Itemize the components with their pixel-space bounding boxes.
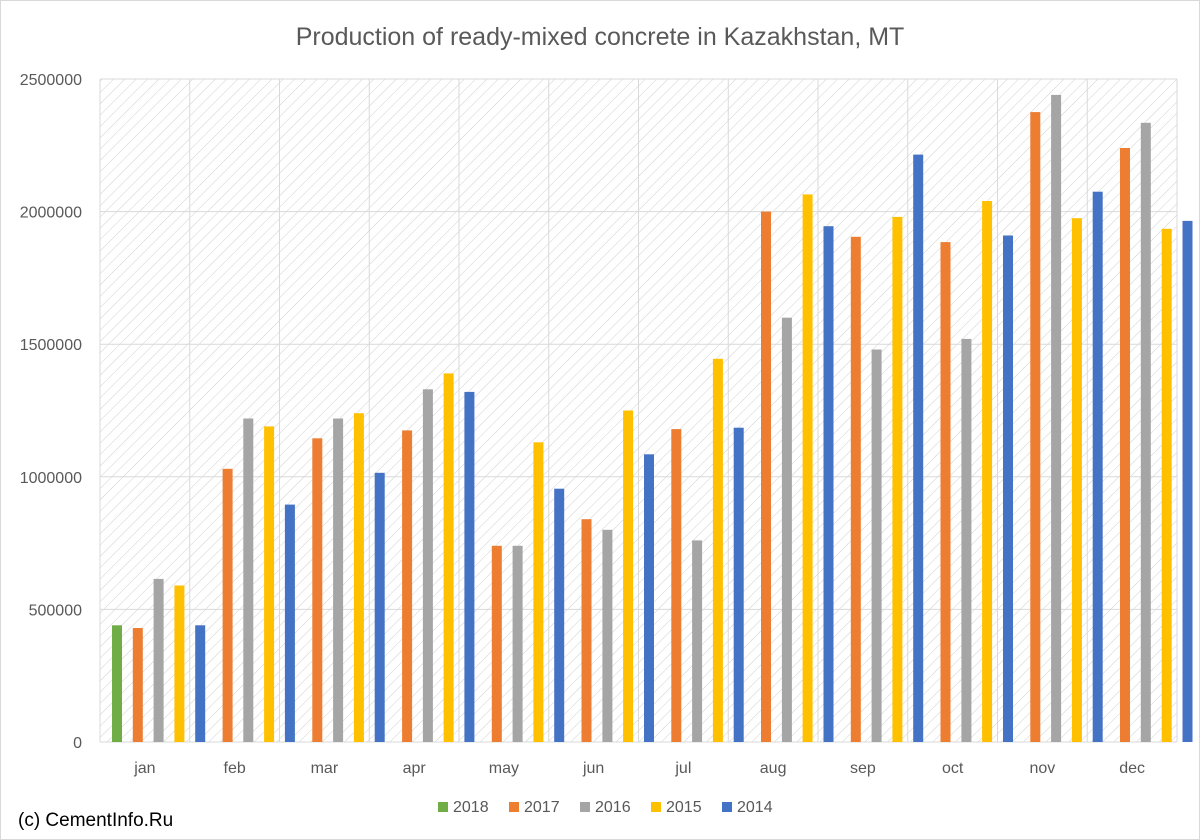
y-axis-ticks: 0 500000 1000000 1500000 2000000 2500000 xyxy=(20,72,82,752)
bar-2016-nov xyxy=(1051,94,1062,742)
bar-2016-apr xyxy=(422,389,433,742)
legend-label-2018: 2018 xyxy=(453,799,489,816)
y-tick-label: 500000 xyxy=(29,602,82,619)
legend-swatch-2017 xyxy=(509,802,519,812)
x-tick-label-dec: dec xyxy=(1119,760,1145,777)
bar-2016-may xyxy=(512,545,523,742)
y-tick-label: 0 xyxy=(73,735,82,752)
bar-2015-apr xyxy=(443,373,454,742)
x-tick-label-sep: sep xyxy=(850,760,876,777)
x-tick-label-jun: jun xyxy=(582,760,604,777)
bar-2014-oct xyxy=(1003,235,1013,742)
y-tick-label: 1500000 xyxy=(20,337,82,354)
bar-2015-nov xyxy=(1071,218,1082,742)
bar-2016-sep xyxy=(871,349,882,742)
bar-2015-jul xyxy=(712,358,723,742)
x-tick-label-jul: jul xyxy=(674,760,691,777)
legend-swatch-2018 xyxy=(438,802,448,812)
x-tick-label-feb: feb xyxy=(224,760,246,777)
bar-2014-feb xyxy=(284,504,295,742)
bar-2017-mar xyxy=(312,438,323,742)
bar-2016-mar xyxy=(333,418,344,742)
bar-2017-dec xyxy=(1120,148,1130,742)
bar-2014-apr xyxy=(464,391,475,742)
x-tick-label-mar: mar xyxy=(311,760,339,777)
bar-2015-sep xyxy=(892,216,903,742)
bar-2015-aug xyxy=(802,194,813,742)
bar-2014-jun xyxy=(644,454,654,742)
bar-2015-jan xyxy=(174,585,185,742)
credit-text: (c) CementInfo.Ru xyxy=(18,810,173,831)
bar-2016-aug xyxy=(781,317,792,742)
bar-2016-dec xyxy=(1140,122,1151,743)
bar-2017-oct xyxy=(940,242,951,742)
legend-swatch-2015 xyxy=(651,802,661,812)
y-tick-label: 2000000 xyxy=(20,205,82,222)
bar-2014-nov xyxy=(1092,191,1103,742)
bar-2017-sep xyxy=(850,236,861,743)
bar-2014-jul xyxy=(733,427,744,742)
legend-swatch-2016 xyxy=(580,802,590,812)
bar-2014-dec xyxy=(1182,220,1193,742)
bar-2014-sep xyxy=(913,154,924,743)
legend-label-2015: 2015 xyxy=(666,799,702,816)
bar-2017-jan xyxy=(132,628,143,742)
bar-2016-feb xyxy=(243,418,254,742)
bar-2014-aug xyxy=(823,226,834,742)
bar-2017-apr xyxy=(402,430,413,742)
x-tick-label-apr: apr xyxy=(403,760,427,777)
bar-2018-jan xyxy=(112,625,122,742)
bar-2014-mar xyxy=(374,472,385,742)
bar-2016-jul xyxy=(692,540,703,742)
x-tick-label-nov: nov xyxy=(1029,760,1055,777)
x-tick-label-aug: aug xyxy=(760,760,787,777)
bar-2017-aug xyxy=(761,211,771,743)
x-axis-ticks: jan feb mar apr may jun jul aug sep oct nov dec xyxy=(133,760,1145,777)
x-tick-label-jan: jan xyxy=(133,760,155,777)
bar-2014-may xyxy=(554,488,565,742)
bars xyxy=(112,94,1193,743)
legend-swatch-2014 xyxy=(722,802,732,812)
bar-2015-mar xyxy=(353,413,364,742)
x-tick-label-oct: oct xyxy=(942,760,964,777)
legend: 2018 2017 2016 2015 2014 xyxy=(438,799,773,816)
bar-2017-feb xyxy=(222,468,233,742)
bar-2015-may xyxy=(533,442,544,742)
bar-2016-jan xyxy=(153,578,164,742)
legend-label-2017: 2017 xyxy=(524,799,560,816)
bar-2017-may xyxy=(491,545,502,742)
legend-label-2016: 2016 xyxy=(595,799,631,816)
bar-2015-dec xyxy=(1161,228,1172,743)
y-tick-label: 1000000 xyxy=(20,470,82,487)
x-tick-label-may: may xyxy=(489,760,519,777)
legend-label-2014: 2014 xyxy=(737,799,773,816)
bar-2015-feb xyxy=(264,426,275,742)
y-tick-label: 2500000 xyxy=(20,72,82,89)
bar-2017-jul xyxy=(671,429,682,742)
bar-2017-nov xyxy=(1030,112,1041,743)
bar-2015-jun xyxy=(623,410,634,742)
bar-2015-oct xyxy=(982,201,993,742)
gridlines xyxy=(99,78,1178,743)
bar-2016-oct xyxy=(961,338,972,742)
bar-2016-jun xyxy=(602,529,613,742)
bar-2014-jan xyxy=(195,625,206,742)
chart-title: Production of ready-mixed concrete in Ka… xyxy=(296,23,905,51)
bar-2017-jun xyxy=(581,519,592,742)
